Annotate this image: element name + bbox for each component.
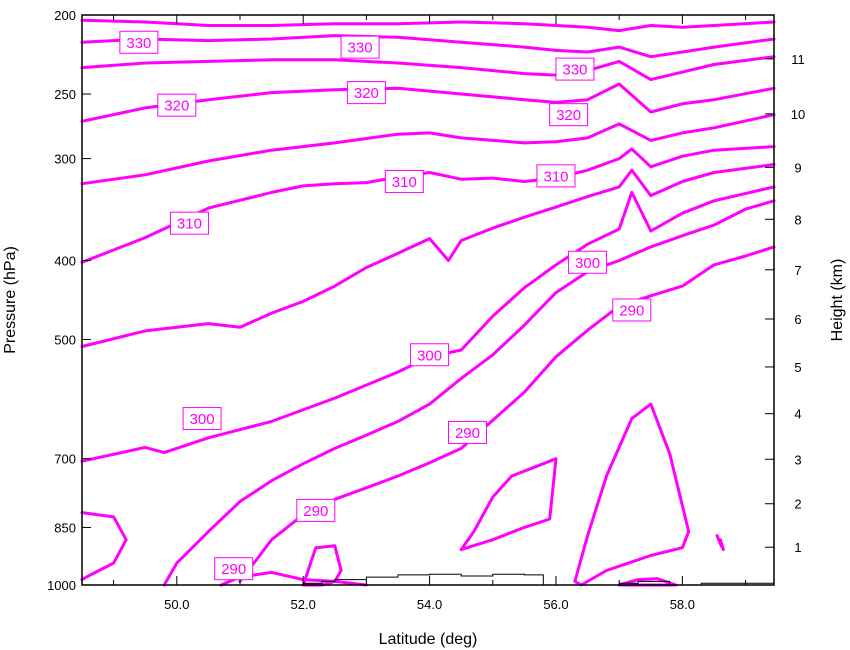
contour-label-8: 310 xyxy=(536,164,576,188)
contour-line-320-3 xyxy=(80,82,776,123)
contour-label-13: 290 xyxy=(447,420,487,444)
y2-tick-label: 4 xyxy=(794,407,801,422)
contour-label-box xyxy=(157,93,197,117)
contour-label-text: 290 xyxy=(303,503,328,520)
contour-line-closed-11 xyxy=(80,511,128,582)
y-tick-label: 850 xyxy=(54,520,76,535)
y2-tick-label: 8 xyxy=(794,212,801,227)
x-axis-title: Latitude (deg) xyxy=(379,631,478,648)
contour-line-closed-13 xyxy=(459,457,558,552)
plot-frame xyxy=(81,14,775,586)
contour-label-text: 300 xyxy=(190,411,215,428)
terrain-profile xyxy=(296,573,774,586)
contour-label-9: 300 xyxy=(568,250,608,274)
contour-line-closed-16 xyxy=(715,534,725,552)
contour-label-box xyxy=(214,557,254,581)
contour-label-10: 300 xyxy=(410,343,450,367)
contour-label-box xyxy=(447,420,487,444)
y2-tick-label: 6 xyxy=(794,312,801,327)
contour-label-1: 330 xyxy=(340,35,380,59)
y2-axis-ticks: 1 2 3 4 5 6 7 8 9 10 11 xyxy=(765,52,805,555)
contour-line-310-6 xyxy=(80,163,776,348)
contour-label-0: 330 xyxy=(119,30,159,54)
terrain-line xyxy=(296,573,774,586)
y2-tick-label: 1 xyxy=(794,540,801,555)
contour-line-300-8 xyxy=(162,199,776,587)
contour-label-text: 310 xyxy=(177,216,202,233)
x-tick-label: 52.0 xyxy=(291,597,316,612)
y2-tick-label: 2 xyxy=(794,497,801,512)
contour-label-box xyxy=(182,407,222,431)
contour-label-box xyxy=(346,81,386,105)
y2-axis-title: Height (km) xyxy=(829,259,846,342)
y-tick-label: 700 xyxy=(54,452,76,467)
y2-tick-label: 9 xyxy=(794,160,801,175)
contour-label-text: 290 xyxy=(455,425,480,442)
contour-label-4: 320 xyxy=(346,81,386,105)
contour-line-closed-14 xyxy=(573,402,691,587)
y2-tick-label: 3 xyxy=(794,452,801,467)
contour-label-text: 290 xyxy=(221,561,246,578)
contour-label-text: 310 xyxy=(543,168,568,185)
contour-label-5: 320 xyxy=(549,103,589,127)
y-tick-label: 200 xyxy=(54,8,76,23)
y2-tick-label: 11 xyxy=(791,52,805,67)
contour-label-11: 300 xyxy=(182,407,222,431)
contour-label-14: 290 xyxy=(296,498,336,522)
contour-label-box xyxy=(340,35,380,59)
contour-line-330-2 xyxy=(80,55,776,82)
contour-label-7: 310 xyxy=(169,211,209,235)
contour-label-box xyxy=(568,250,608,274)
contour-label-box xyxy=(384,169,424,193)
contour-label-text: 320 xyxy=(354,85,379,102)
contour-label-box xyxy=(536,164,576,188)
contour-label-12: 290 xyxy=(612,298,652,322)
x-tick-label: 50.0 xyxy=(164,597,189,612)
contour-line-330-0 xyxy=(80,18,776,33)
contour-label-text: 330 xyxy=(562,62,587,79)
contour-label-text: 330 xyxy=(126,35,151,52)
contour-label-text: 300 xyxy=(417,347,442,364)
contour-labels: 330 330 330 320 320 320 310 310 310 300 300 300 290 2… xyxy=(119,30,652,581)
y-tick-label: 300 xyxy=(54,152,76,167)
y2-tick-label: 7 xyxy=(794,263,801,278)
y-tick-label: 1000 xyxy=(47,578,76,593)
contour-label-3: 320 xyxy=(157,93,197,117)
contour-label-6: 310 xyxy=(384,169,424,193)
contour-label-box xyxy=(296,498,336,522)
contour-label-box xyxy=(612,298,652,322)
x-tick-label: 56.0 xyxy=(543,597,568,612)
x-tick-label: 54.0 xyxy=(417,597,442,612)
contour-label-box xyxy=(119,30,159,54)
isentrope-contours xyxy=(80,18,776,587)
contour-line-300-7 xyxy=(80,185,776,463)
contour-label-text: 310 xyxy=(392,174,417,191)
contour-line-320-4 xyxy=(80,113,776,186)
contour-label-text: 330 xyxy=(348,40,373,57)
contour-label-text: 300 xyxy=(575,255,600,272)
x-tick-label: 58.0 xyxy=(670,597,695,612)
x-axis-ticks: 50.0 52.0 54.0 56.0 58.0 xyxy=(113,15,747,612)
y-tick-label: 500 xyxy=(54,333,76,348)
contour-label-15: 290 xyxy=(214,557,254,581)
y-axis-ticks: 200 250 300 400 500 700 850 1000 xyxy=(47,8,91,593)
y2-tick-label: 10 xyxy=(791,107,805,122)
contour-line-330-1 xyxy=(80,34,776,59)
contour-label-text: 320 xyxy=(164,98,189,115)
contour-label-2: 330 xyxy=(555,57,595,81)
y-axis-title: Pressure (hPa) xyxy=(2,246,19,354)
contour-line-290-9 xyxy=(238,245,776,583)
contour-label-text: 320 xyxy=(556,107,581,124)
contour-label-box xyxy=(549,103,589,127)
y2-tick-label: 5 xyxy=(794,360,801,375)
contour-line-310-5 xyxy=(80,145,776,264)
contour-label-box xyxy=(169,211,209,235)
y-tick-label: 400 xyxy=(54,253,76,268)
y-tick-label: 250 xyxy=(54,87,76,102)
contour-label-box xyxy=(410,343,450,367)
contour-label-text: 290 xyxy=(619,302,644,319)
contour-label-box xyxy=(555,57,595,81)
